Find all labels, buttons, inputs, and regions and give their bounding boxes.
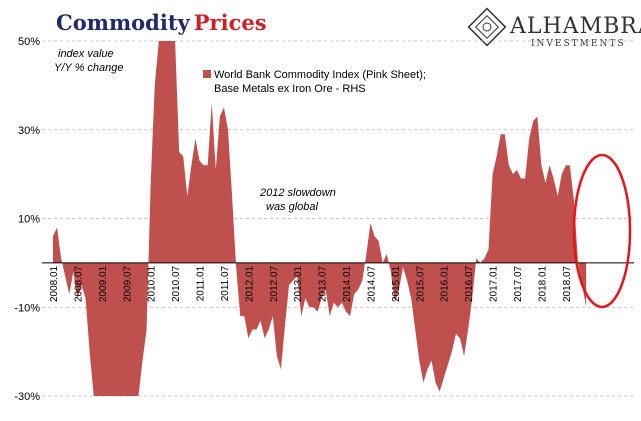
logo-name: ALHAMBRA — [509, 14, 641, 39]
data-area — [53, 41, 587, 396]
x-tick-label: 2015.01 — [391, 265, 402, 302]
x-tick-label: 2017.01 — [489, 265, 500, 302]
series-area — [53, 41, 587, 396]
y-tick-label: 30% — [18, 125, 40, 137]
x-tick-label: 2010.07 — [171, 265, 182, 302]
highlight-circle — [572, 153, 632, 309]
x-tick-label: 2018.01 — [537, 265, 548, 302]
y-tick-label: -30% — [14, 391, 40, 403]
x-tick-labels: 2008.01 2008.07 2009.01 2009.07 2010.01 2010.… — [49, 265, 573, 302]
legend-label: World Bank Commodity Index (Pink Sheet);… — [214, 69, 429, 95]
x-tick-label: 2012.07 — [269, 265, 280, 302]
x-tick-label: 2016.07 — [464, 265, 475, 302]
x-tick-label: 2010.01 — [147, 265, 158, 302]
legend-swatch — [203, 70, 211, 78]
annotation-2012: 2012 slowdown was global — [259, 187, 339, 213]
legend: World Bank Commodity Index (Pink Sheet);… — [203, 69, 429, 95]
y-tick-label: -10% — [14, 302, 40, 314]
x-tick-label: 2013.01 — [293, 265, 304, 302]
x-tick-label: 2011.07 — [220, 265, 231, 301]
x-tick-label: 2016.01 — [440, 265, 451, 302]
x-tick-label: 2015.07 — [415, 265, 426, 302]
x-tick-label: 2008.07 — [73, 265, 84, 302]
y-tick-label: 10% — [18, 214, 40, 226]
chart-title-part2: Prices — [194, 10, 267, 35]
x-tick-label: 2009.07 — [122, 265, 133, 302]
logo: ALHAMBRA INVESTMENTS — [467, 7, 641, 49]
logo-diamond-icon — [467, 7, 507, 47]
x-tick-label: 2018.07 — [562, 265, 573, 302]
x-tick-label: 2012.01 — [244, 265, 255, 302]
x-tick-label: 2014.07 — [366, 265, 377, 302]
x-tick-label: 2011.01 — [196, 265, 207, 301]
x-tick-label: 2008.01 — [49, 265, 60, 302]
logo-sub: INVESTMENTS — [531, 39, 626, 49]
y-tick-label: 50% — [18, 36, 40, 48]
chart-title-part1: Commodity — [56, 10, 191, 35]
y-axis-label: index value Y/Y % change — [54, 48, 124, 74]
x-tick-label: 2009.01 — [98, 265, 109, 302]
x-tick-label: 2014.01 — [342, 265, 353, 302]
y-tick-labels: 50% 30% 10% -10% -30% — [14, 36, 40, 403]
chart-title: Commodity Prices — [56, 10, 267, 35]
x-tick-label: 2017.07 — [513, 265, 524, 302]
x-tick-label: 2013.07 — [318, 265, 329, 302]
